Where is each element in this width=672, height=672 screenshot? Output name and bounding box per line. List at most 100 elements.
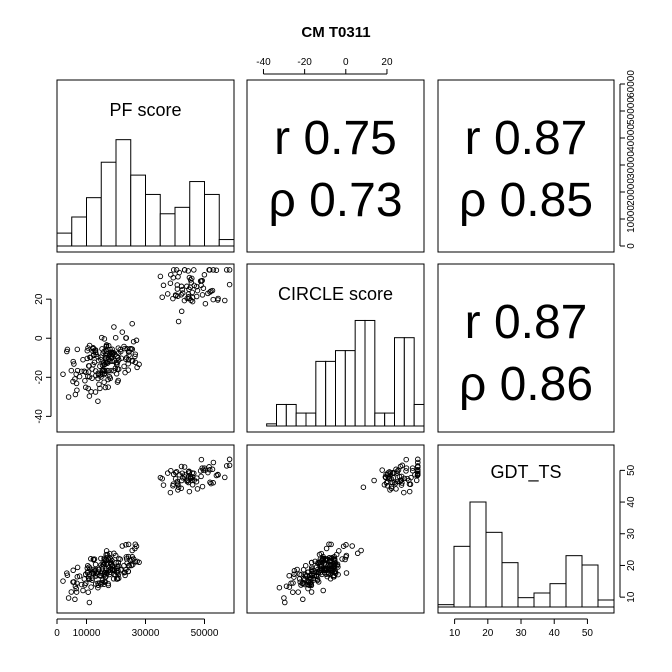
data-point bbox=[288, 580, 294, 586]
data-point bbox=[198, 278, 205, 284]
data-point bbox=[206, 267, 212, 273]
data-point bbox=[68, 367, 75, 374]
x-tick-label: 40 bbox=[549, 628, 561, 639]
data-point bbox=[95, 354, 101, 360]
data-point bbox=[294, 566, 300, 573]
data-point bbox=[167, 489, 174, 496]
data-point bbox=[102, 384, 109, 391]
data-point bbox=[298, 572, 304, 578]
data-point bbox=[305, 585, 311, 592]
right-tick-label: 20 bbox=[626, 559, 637, 571]
top-tick-label: -40 bbox=[256, 57, 271, 68]
data-point bbox=[121, 363, 127, 370]
right-tick-label: 0 bbox=[626, 243, 637, 249]
data-point bbox=[86, 342, 93, 349]
histogram-bar bbox=[565, 555, 583, 608]
data-point bbox=[403, 468, 409, 474]
data-point bbox=[104, 360, 111, 366]
data-point bbox=[358, 547, 364, 554]
data-point bbox=[92, 561, 99, 568]
data-point bbox=[170, 274, 177, 281]
x-tick-label: 30000 bbox=[132, 628, 160, 639]
data-point bbox=[89, 577, 95, 583]
data-point bbox=[331, 572, 337, 578]
data-point bbox=[343, 542, 349, 548]
data-point bbox=[175, 293, 181, 299]
data-point bbox=[290, 580, 296, 586]
data-point bbox=[157, 273, 164, 280]
data-point bbox=[129, 320, 135, 327]
data-point bbox=[331, 560, 338, 566]
data-point bbox=[136, 361, 142, 368]
pearson-r-label: r 0.75 bbox=[274, 112, 397, 165]
data-point bbox=[413, 477, 420, 484]
variable-label: CIRCLE score bbox=[278, 284, 393, 304]
data-point bbox=[122, 369, 128, 376]
data-point bbox=[335, 564, 341, 570]
data-point bbox=[176, 472, 183, 478]
axes: 0 10000 30000 50000 10 20 30 40 50 -40 -20 0 20 -40 -2… bbox=[34, 57, 637, 639]
data-point bbox=[319, 556, 325, 563]
histogram-bar bbox=[71, 216, 87, 247]
right-tick-label: 60000 bbox=[626, 70, 637, 98]
right-tick-label: 50 bbox=[626, 464, 637, 476]
data-point bbox=[404, 475, 410, 482]
histogram-bar bbox=[295, 412, 307, 427]
data-point bbox=[318, 561, 325, 568]
data-point bbox=[68, 589, 75, 595]
data-point bbox=[223, 267, 230, 273]
data-point bbox=[185, 294, 192, 300]
data-point bbox=[111, 324, 117, 330]
histogram-bar bbox=[325, 360, 336, 427]
data-point bbox=[394, 470, 400, 476]
data-point bbox=[388, 476, 395, 482]
data-point bbox=[179, 286, 186, 293]
data-point bbox=[226, 281, 233, 288]
data-point bbox=[105, 356, 112, 363]
data-point bbox=[99, 577, 106, 584]
data-point bbox=[86, 571, 93, 578]
data-point bbox=[113, 371, 120, 377]
data-point bbox=[207, 289, 213, 295]
histogram-bar bbox=[394, 337, 405, 427]
data-point bbox=[101, 560, 108, 567]
data-point bbox=[314, 577, 321, 584]
data-point bbox=[172, 476, 179, 482]
x-tick-label: 30 bbox=[515, 628, 527, 639]
data-point bbox=[412, 472, 418, 478]
data-point bbox=[122, 572, 128, 579]
histogram-bar bbox=[517, 597, 535, 608]
panel-frame bbox=[246, 79, 425, 253]
data-point bbox=[327, 576, 334, 582]
histogram-bar bbox=[218, 239, 235, 247]
histogram-panel: PF score bbox=[56, 79, 235, 253]
pearson-r-label: r 0.87 bbox=[465, 112, 588, 165]
data-point bbox=[110, 349, 117, 356]
data-point bbox=[415, 464, 421, 470]
data-point bbox=[103, 548, 110, 554]
data-point bbox=[186, 274, 193, 281]
x-tick-label: 10 bbox=[449, 628, 461, 639]
histogram-bar bbox=[469, 501, 487, 608]
data-point bbox=[132, 353, 138, 360]
data-point bbox=[111, 358, 118, 364]
data-point bbox=[101, 572, 107, 579]
data-point bbox=[276, 584, 283, 591]
data-point bbox=[85, 363, 92, 369]
data-point bbox=[74, 346, 81, 353]
data-point bbox=[226, 267, 233, 273]
variable-label: GDT_TS bbox=[490, 462, 561, 483]
data-point bbox=[308, 589, 315, 595]
data-point bbox=[388, 483, 395, 490]
data-point bbox=[95, 398, 101, 404]
histogram-bar bbox=[130, 174, 146, 247]
correlation-panel: r 0.87 ρ 0.85 bbox=[437, 79, 615, 253]
data-point bbox=[291, 574, 297, 580]
y-tick-label: -40 bbox=[34, 409, 45, 424]
data-point bbox=[133, 337, 140, 344]
histogram-bar bbox=[145, 193, 161, 247]
data-point bbox=[102, 368, 108, 375]
pearson-r-label: r 0.87 bbox=[465, 296, 588, 349]
data-point bbox=[92, 368, 99, 374]
